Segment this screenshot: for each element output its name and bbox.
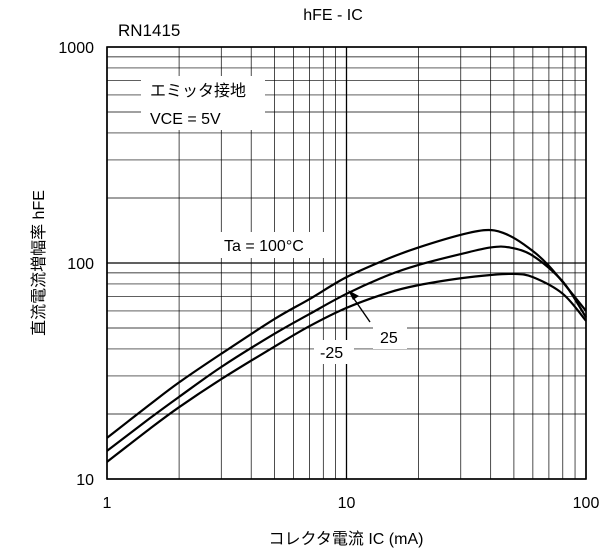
x-tick-label: 1 xyxy=(103,495,112,512)
x-axis-label: コレクタ電流 IC (mA) xyxy=(269,530,424,548)
y-tick-label: 10 xyxy=(76,472,94,489)
series-label-minus25: -25 xyxy=(320,345,343,362)
label-bg-minus25 xyxy=(314,340,354,364)
series-label-25: 25 xyxy=(380,330,398,347)
annotation-arrowhead xyxy=(348,290,359,300)
condition-box-bg xyxy=(141,76,265,130)
series-line-minus25c xyxy=(106,272,587,463)
chart-title: hFE - IC xyxy=(303,7,363,24)
label-bg-25 xyxy=(373,325,407,349)
x-tick-label: 100 xyxy=(573,495,600,512)
x-tick-label: 10 xyxy=(338,495,356,512)
series-curves xyxy=(106,228,587,463)
part-number: RN1415 xyxy=(118,21,180,40)
condition-line-vce: VCE = 5V xyxy=(150,111,221,128)
plot-frame xyxy=(106,46,587,480)
series-line-100c xyxy=(106,228,587,439)
series-line-25c xyxy=(106,245,587,452)
condition-line-emitter: エミッタ接地 xyxy=(150,82,246,100)
series-label-100c: Ta = 100°C xyxy=(224,238,304,255)
label-bg-100c xyxy=(216,232,332,258)
y-tick-label: 1000 xyxy=(58,40,94,57)
tick-labels: 1 10 100 10 100 1000 xyxy=(58,40,599,512)
y-axis-label: 直流電流増幅率 hFE xyxy=(30,190,48,336)
y-tick-label: 100 xyxy=(67,256,94,273)
annotation-arrow-line xyxy=(351,295,371,323)
